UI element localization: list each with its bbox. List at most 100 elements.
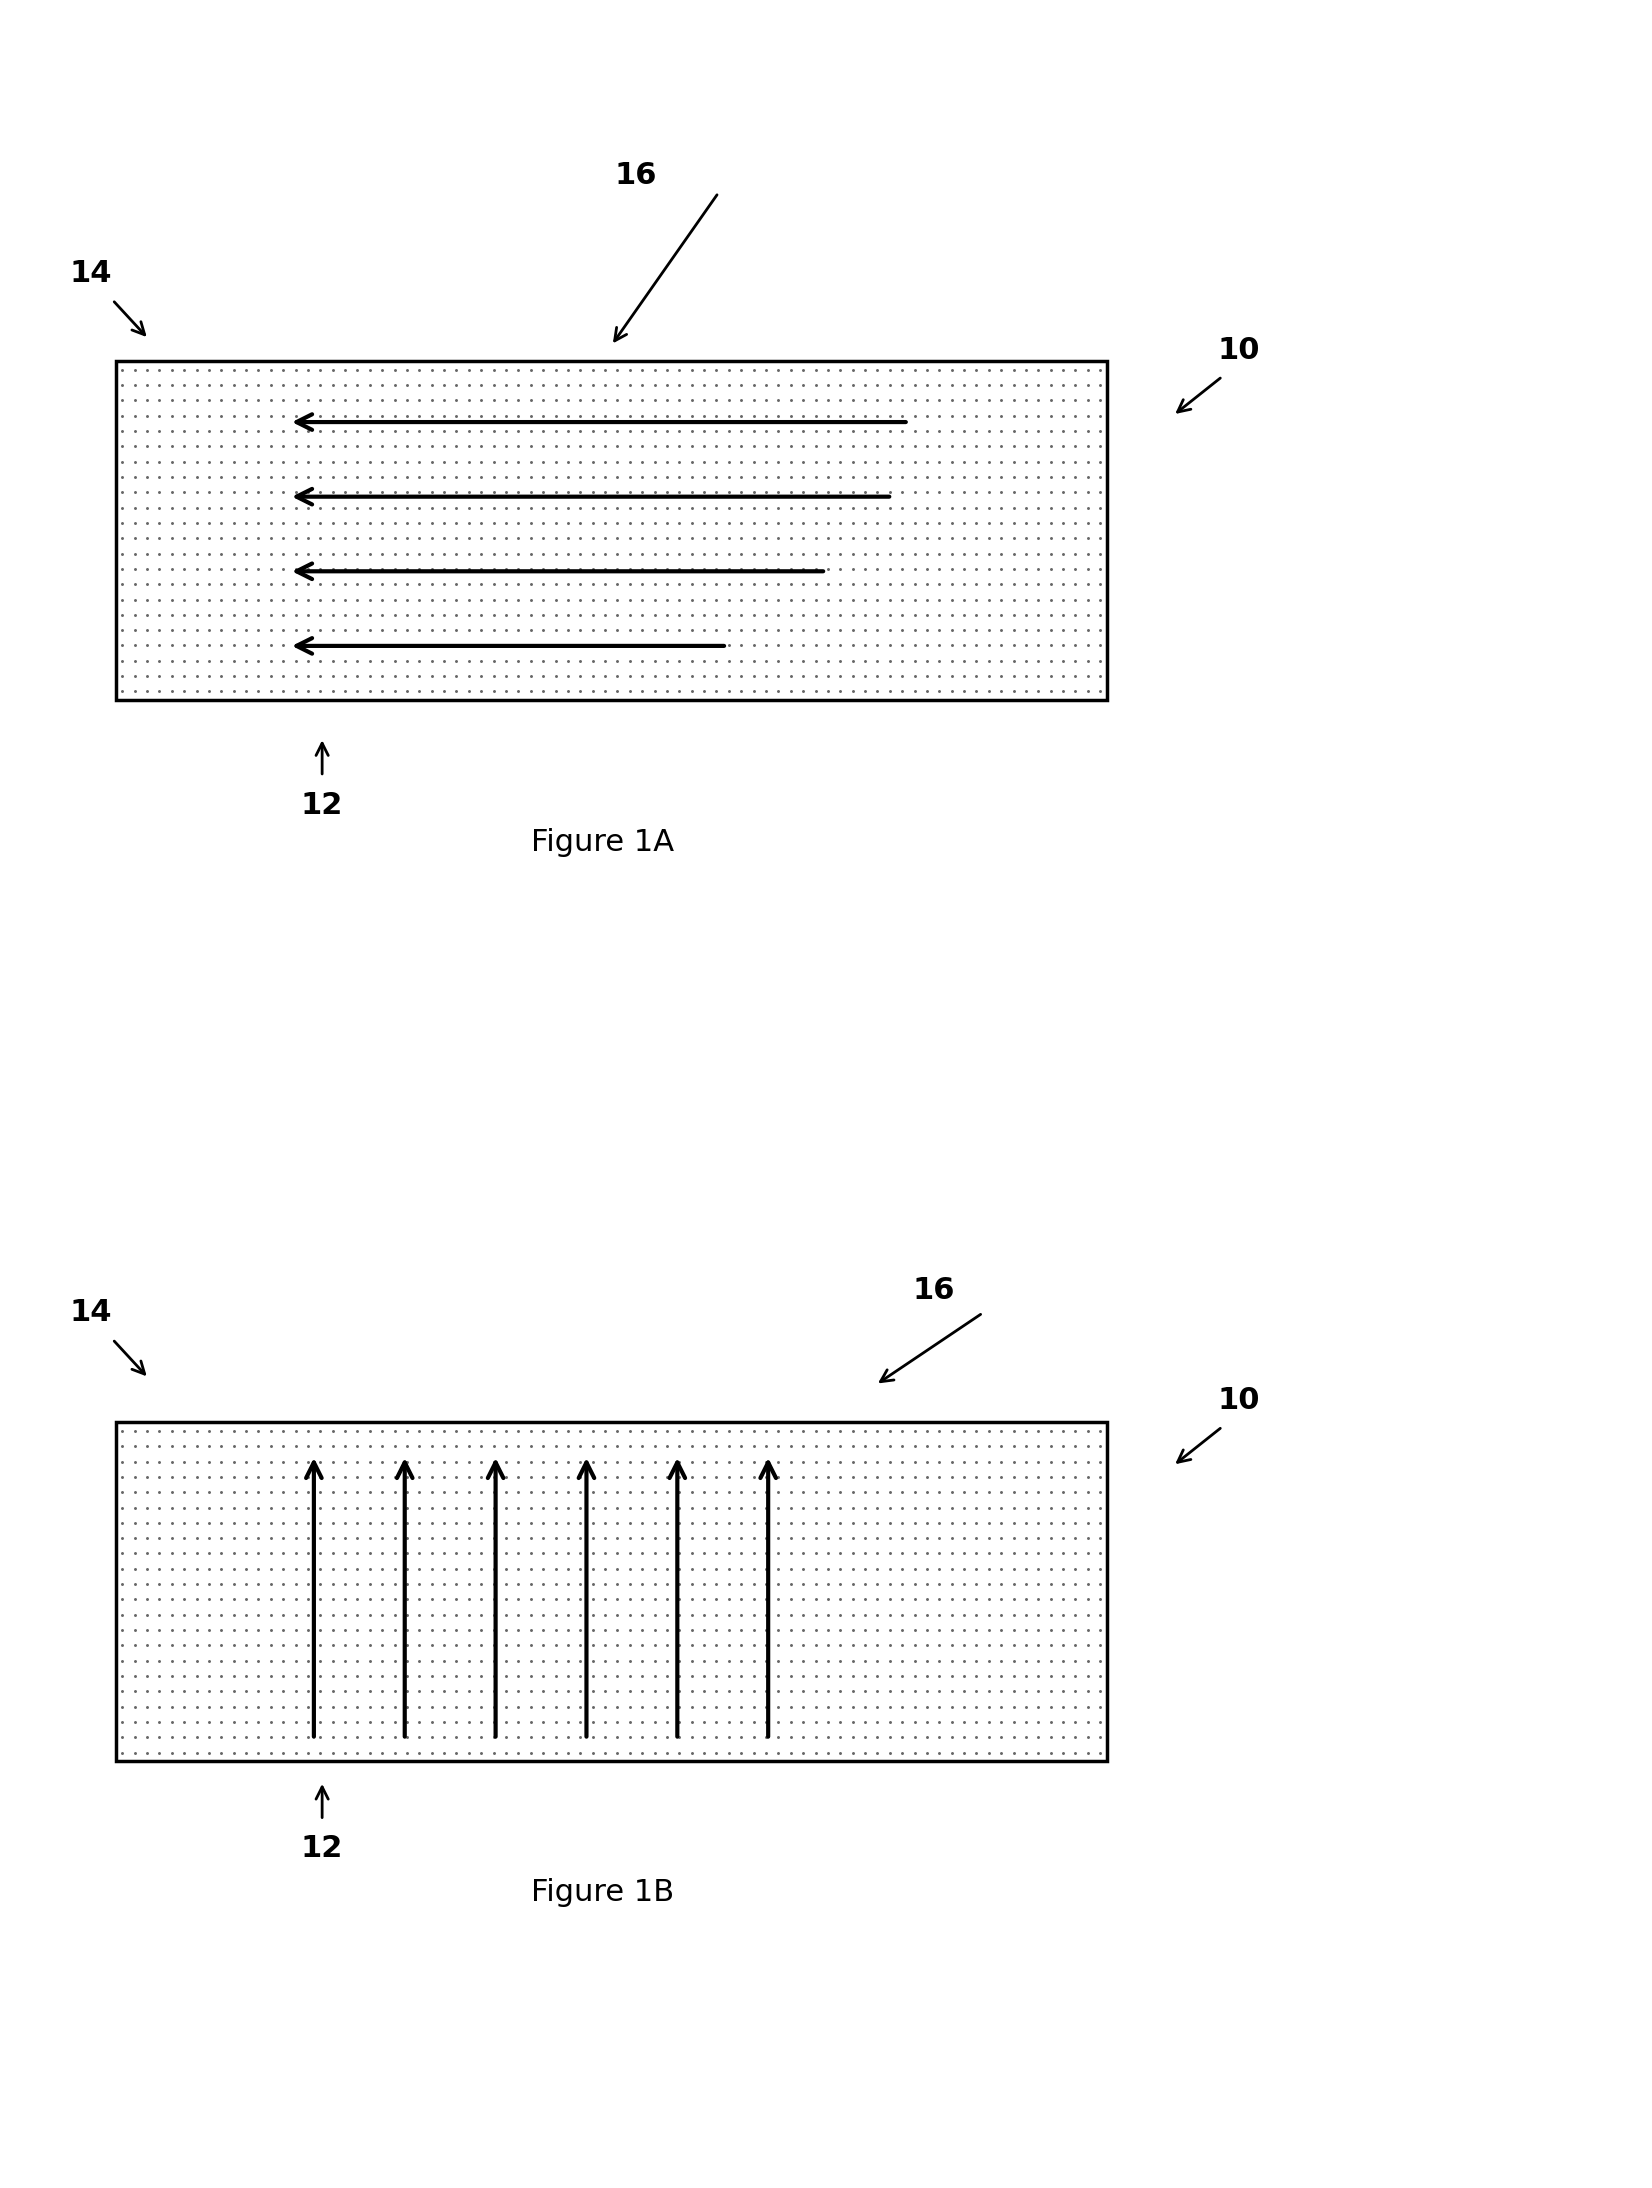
Point [109,1536,135,1571]
Point [641,1643,667,1678]
Point [877,1505,904,1540]
Point [616,475,643,510]
Point [952,1413,978,1448]
Point [357,1689,383,1724]
Point [952,383,978,418]
Point [208,383,235,418]
Point [492,1429,519,1464]
Point [406,643,433,678]
Point [1087,582,1113,617]
Point [952,352,978,387]
Point [145,1429,172,1464]
Point [431,383,458,418]
Point [195,1505,221,1540]
Point [605,674,631,709]
Point [344,429,370,464]
Point [1037,1674,1064,1709]
Point [790,1628,816,1663]
Point [691,490,717,525]
Point [729,628,755,663]
Point [877,521,904,556]
Point [864,582,890,617]
Point [629,1628,656,1663]
Point [170,1689,197,1724]
Point [828,1613,854,1648]
Point [927,1505,953,1540]
Point [691,398,717,433]
Point [963,1689,990,1724]
Point [567,1475,593,1510]
Point [864,597,890,632]
Point [605,1689,631,1724]
Point [517,659,544,694]
Point [691,674,717,709]
Point [332,1613,358,1648]
Point [765,613,791,648]
Point [914,1582,940,1617]
Point [208,674,235,709]
Point [159,352,185,387]
Point [641,1674,667,1709]
Point [629,1597,656,1632]
Point [740,1613,767,1648]
Point [927,1735,953,1770]
Point [666,1720,692,1755]
Point [803,613,829,648]
Point [976,536,1003,571]
Point [864,1551,890,1586]
Point [269,368,296,403]
Point [443,1429,469,1464]
Point [406,1567,433,1602]
Point [580,659,606,694]
Point [244,674,271,709]
Point [927,1674,953,1709]
Point [654,1582,681,1617]
Point [715,674,742,709]
Point [778,1643,805,1678]
Point [927,659,953,694]
Point [418,1413,444,1448]
Point [319,398,345,433]
Point [988,1643,1014,1678]
Point [492,1490,519,1525]
Point [258,1459,284,1494]
Point [1075,490,1102,525]
Point [790,414,816,449]
Point [1013,490,1039,525]
Point [307,1536,334,1571]
Point [555,1643,582,1678]
Point [790,475,816,510]
Point [332,521,358,556]
Point [963,1720,990,1755]
Point [605,1567,631,1602]
Point [109,1490,135,1525]
Point [1087,1674,1113,1709]
Point [406,1536,433,1571]
Point [963,490,990,525]
Point [1001,582,1028,617]
Point [159,674,185,709]
Point [393,1674,420,1709]
Point [691,1567,717,1602]
Point [368,490,395,525]
Point [555,1475,582,1510]
Point [666,1413,692,1448]
Point [679,398,705,433]
Point [170,475,197,510]
Point [641,490,667,525]
Point [170,521,197,556]
Point [456,1413,482,1448]
Point [183,1521,210,1556]
Point [591,1505,618,1540]
Point [530,536,557,571]
Point [233,1674,259,1709]
Point [591,1490,618,1525]
Point [877,1521,904,1556]
Point [233,1613,259,1648]
Point [357,1551,383,1586]
Point [368,383,395,418]
Point [790,1505,816,1540]
Point [170,444,197,479]
Point [641,444,667,479]
Point [406,582,433,617]
